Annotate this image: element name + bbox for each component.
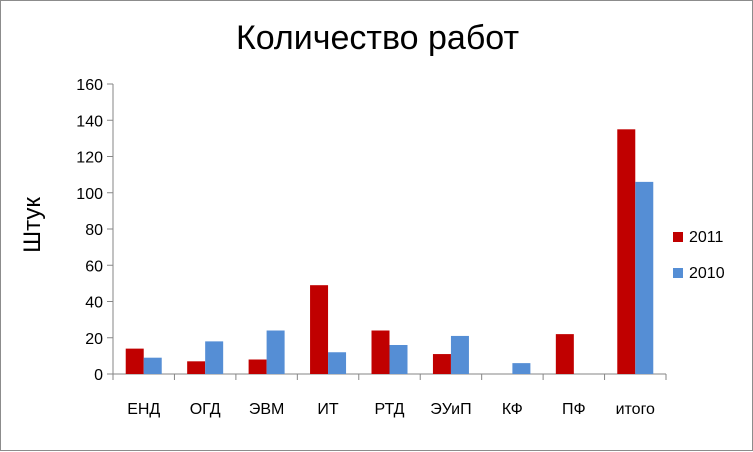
bar-2010 bbox=[635, 181, 654, 374]
bar-2011 bbox=[187, 361, 206, 374]
legend-label-2010: 2010 bbox=[689, 265, 725, 282]
bar-2010 bbox=[389, 345, 408, 374]
bar-2011 bbox=[248, 359, 267, 374]
x-tick-label: ЭУиП bbox=[430, 401, 471, 418]
x-tick-label: ПФ bbox=[562, 401, 586, 418]
x-tick-label: ОГД bbox=[190, 401, 221, 418]
bar-2010 bbox=[450, 335, 469, 374]
bar-2011 bbox=[125, 348, 144, 374]
x-tick-label: КФ bbox=[502, 401, 523, 418]
x-tick-label: РТД bbox=[374, 401, 404, 418]
bar-2010 bbox=[266, 330, 285, 374]
bar-2011 bbox=[310, 285, 329, 374]
bar-2010 bbox=[328, 352, 347, 374]
bar-2011 bbox=[371, 330, 390, 374]
bar-2011 bbox=[555, 334, 574, 374]
y-tick-label: 80 bbox=[85, 222, 103, 239]
x-tick-label: ЕНД bbox=[127, 401, 160, 418]
x-tick-label: ЭВМ bbox=[249, 401, 285, 418]
chart-title: Количество работ bbox=[235, 19, 520, 57]
legend: 2011 2010 bbox=[673, 229, 725, 282]
y-tick-label: 140 bbox=[76, 113, 103, 130]
y-tick-label: 40 bbox=[85, 295, 103, 312]
y-tick-label: 100 bbox=[76, 186, 103, 203]
y-tick-label: 0 bbox=[94, 367, 103, 384]
bar-2010 bbox=[205, 341, 224, 374]
x-tick-label: ИТ bbox=[317, 401, 339, 418]
plot-area: 0 20 40 60 80 100 120 140 160 ЕНД ОГД ЭВМ ИТ РТД ЭУиП К… bbox=[76, 77, 667, 418]
legend-swatch-2011 bbox=[673, 232, 683, 242]
bar-2010 bbox=[143, 357, 162, 374]
bar-2011 bbox=[617, 129, 636, 374]
legend-label-2011: 2011 bbox=[689, 229, 724, 246]
y-tick-label: 120 bbox=[76, 150, 103, 167]
y-tick-label: 160 bbox=[76, 77, 103, 94]
x-tick-label: итого bbox=[616, 401, 655, 418]
y-tick-label: 60 bbox=[85, 258, 103, 275]
bar-2010 bbox=[512, 363, 531, 374]
bar-2011 bbox=[432, 354, 451, 374]
y-tick-label: 20 bbox=[85, 331, 103, 348]
legend-swatch-2010 bbox=[673, 268, 683, 278]
